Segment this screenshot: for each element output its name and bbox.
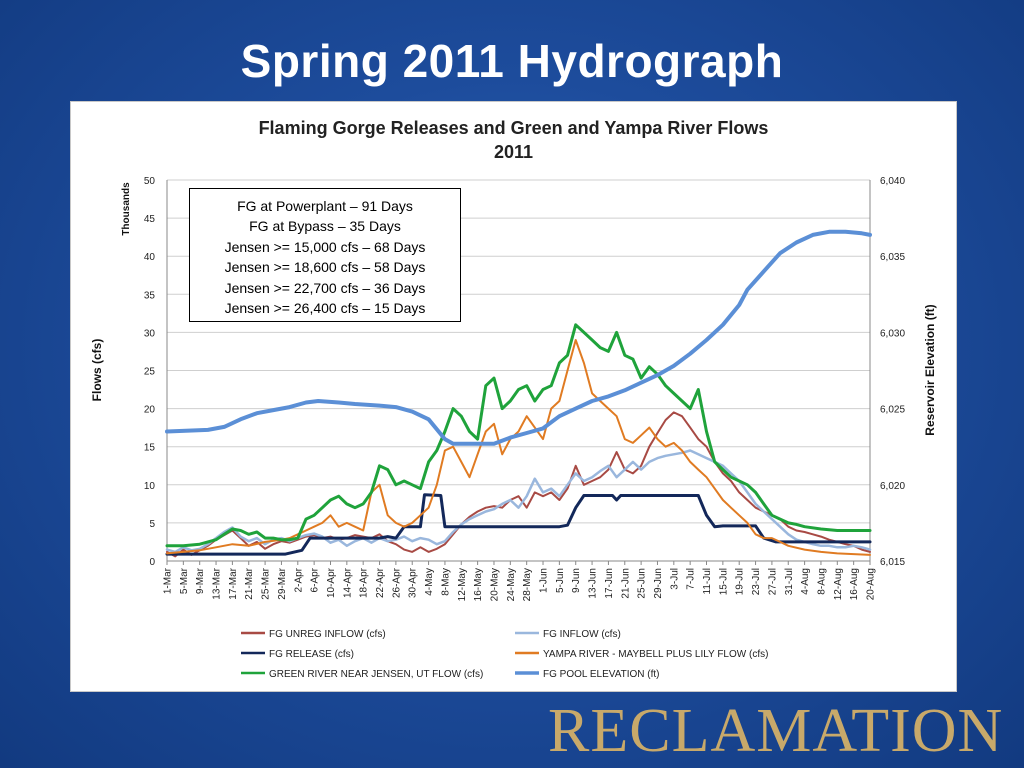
y-tick-label: 15 <box>144 443 156 454</box>
y-tick-label: 20 <box>144 405 156 416</box>
series-lines <box>165 229 872 558</box>
x-tick-label: 13-Jun <box>588 568 599 599</box>
x-tick-label: 25-Jun <box>637 568 648 599</box>
series-line <box>165 323 872 548</box>
x-tick-label: 12-Aug <box>833 568 844 600</box>
x-tick-label: 20-Aug <box>866 568 877 600</box>
x-tick-label: 13-Mar <box>212 567 223 599</box>
x-tick-label: 1-Jun <box>539 568 550 593</box>
annotation-line: Jensen >= 26,400 cfs – 15 Days <box>224 300 426 317</box>
y2-tick-label: 6,025 <box>880 405 905 416</box>
chart-title-year: 2011 <box>493 142 534 162</box>
x-tick-label: 15-Jul <box>718 568 729 595</box>
x-tick-label: 31-Jul <box>784 568 795 595</box>
y-tick-label: 10 <box>144 481 156 492</box>
y-tick-label: 5 <box>149 519 155 530</box>
x-tick-label: 22-Apr <box>375 567 386 598</box>
x-tick-label: 16-May <box>473 568 484 601</box>
x-tick-label: 8-May <box>440 568 451 596</box>
annotation-line: Jensen >= 15,000 cfs – 68 Days <box>224 238 426 255</box>
x-tick-label: 24-May <box>506 568 517 601</box>
x-tick-label: 10-Apr <box>326 567 337 598</box>
y-units-label: Thousands <box>121 182 132 236</box>
x-tick-label: 30-Apr <box>408 567 419 598</box>
x-tick-label: 16-Aug <box>849 568 860 600</box>
x-tick-label: 5-Jun <box>555 568 566 593</box>
series-line <box>166 411 871 558</box>
x-tick-label: 21-Mar <box>244 567 255 599</box>
x-tick-label: 4-May <box>424 568 435 596</box>
y-axis-right: 6,015 6,020 6,025 6,030 6,035 6,040 <box>869 176 905 568</box>
x-tick-label: 1-Mar <box>163 567 174 594</box>
x-tick-label: 27-Jul <box>767 568 778 595</box>
x-tick-label: 20-May <box>489 568 500 601</box>
y2-tick-label: 6,030 <box>880 328 905 339</box>
x-tick-label: 29-Mar <box>277 567 288 599</box>
x-tick-label: 12-May <box>457 568 468 601</box>
x-tick-label: 29-Jun <box>653 568 664 599</box>
x-tick-label: 23-Jul <box>751 568 762 595</box>
legend-label: FG UNREG INFLOW (cfs) <box>269 629 386 640</box>
x-tick-label: 18-Apr <box>359 567 370 598</box>
x-tick-label: 17-Mar <box>228 567 239 599</box>
x-tick-label: 5-Mar <box>179 567 190 594</box>
x-tick-label: 14-Apr <box>342 567 353 598</box>
reclamation-logo: RECLAMATION <box>548 697 1004 765</box>
y-tick-label: 0 <box>149 557 155 568</box>
series-line <box>166 339 871 556</box>
y-tick-label: 50 <box>144 176 156 187</box>
y-axis-title: Flows (cfs) <box>90 339 104 402</box>
y2-tick-label: 6,035 <box>880 252 905 263</box>
annotation-line: Jensen >= 18,600 cfs – 58 Days <box>224 259 426 276</box>
y-tick-label: 40 <box>144 252 156 263</box>
chart-panel: Flaming Gorge Releases and Green and Yam… <box>70 101 957 692</box>
y2-axis-title: Reservoir Elevation (ft) <box>923 304 937 435</box>
y2-tick-label: 6,015 <box>880 557 905 568</box>
annotation-line: FG at Powerplant – 91 Days <box>237 198 413 214</box>
x-tick-label: 9-Jun <box>571 568 582 593</box>
x-tick-label: 2-Apr <box>293 567 304 592</box>
x-tick-label: 3-Jul <box>669 568 680 590</box>
x-tick-label: 28-May <box>522 568 533 601</box>
annotation-line: FG at Bypass – 35 Days <box>249 218 401 235</box>
y-tick-label: 35 <box>144 290 156 301</box>
annotation-line: Jensen >= 22,700 cfs – 36 Days <box>224 279 426 296</box>
stats-annotation-box: FG at Powerplant – 91 Days FG at Bypass … <box>189 188 461 322</box>
series-line <box>165 493 872 556</box>
x-tick-label: 21-Jun <box>620 568 631 599</box>
legend-label: GREEN RIVER NEAR JENSEN, UT FLOW (cfs) <box>269 669 483 680</box>
y-axis-left: 0 5 10 15 20 25 30 35 40 45 50 <box>144 176 168 568</box>
slide-title: Spring 2011 Hydrograph <box>240 35 784 87</box>
legend: FG UNREG INFLOW (cfs) FG INFLOW (cfs) FG R… <box>241 629 768 680</box>
y2-tick-label: 6,040 <box>880 176 905 187</box>
x-tick-label: 19-Jul <box>735 568 746 595</box>
x-tick-label: 7-Jul <box>686 568 697 590</box>
chart-title: Flaming Gorge Releases and Green and Yam… <box>71 116 956 164</box>
chart-title-main: Flaming Gorge Releases and Green and Yam… <box>258 118 769 138</box>
x-tick-label: 6-Apr <box>310 567 321 592</box>
legend-label: YAMPA RIVER - MAYBELL PLUS LILY FLOW (cf… <box>543 649 768 660</box>
series-line <box>165 229 872 446</box>
x-tick-label: 26-Apr <box>391 567 402 598</box>
legend-label: FG POOL ELEVATION (ft) <box>543 669 660 680</box>
y2-tick-label: 6,020 <box>880 481 905 492</box>
y-tick-label: 25 <box>144 367 156 378</box>
x-tick-label: 4-Aug <box>800 568 811 595</box>
x-axis: 1-Mar 5-Mar 9-Mar 13-Mar 17-Mar 21-Mar 25-Mar 2… <box>163 560 877 601</box>
x-tick-label: 25-Mar <box>261 567 272 599</box>
legend-label: FG RELEASE (cfs) <box>269 649 354 660</box>
y-tick-label: 30 <box>144 328 156 339</box>
x-tick-label: 11-Jul <box>702 568 713 595</box>
legend-label: FG INFLOW (cfs) <box>543 629 621 640</box>
x-tick-label: 9-Mar <box>195 567 206 594</box>
y-tick-label: 45 <box>144 214 156 225</box>
x-tick-label: 17-Jun <box>604 568 615 599</box>
x-tick-label: 8-Aug <box>816 568 827 595</box>
